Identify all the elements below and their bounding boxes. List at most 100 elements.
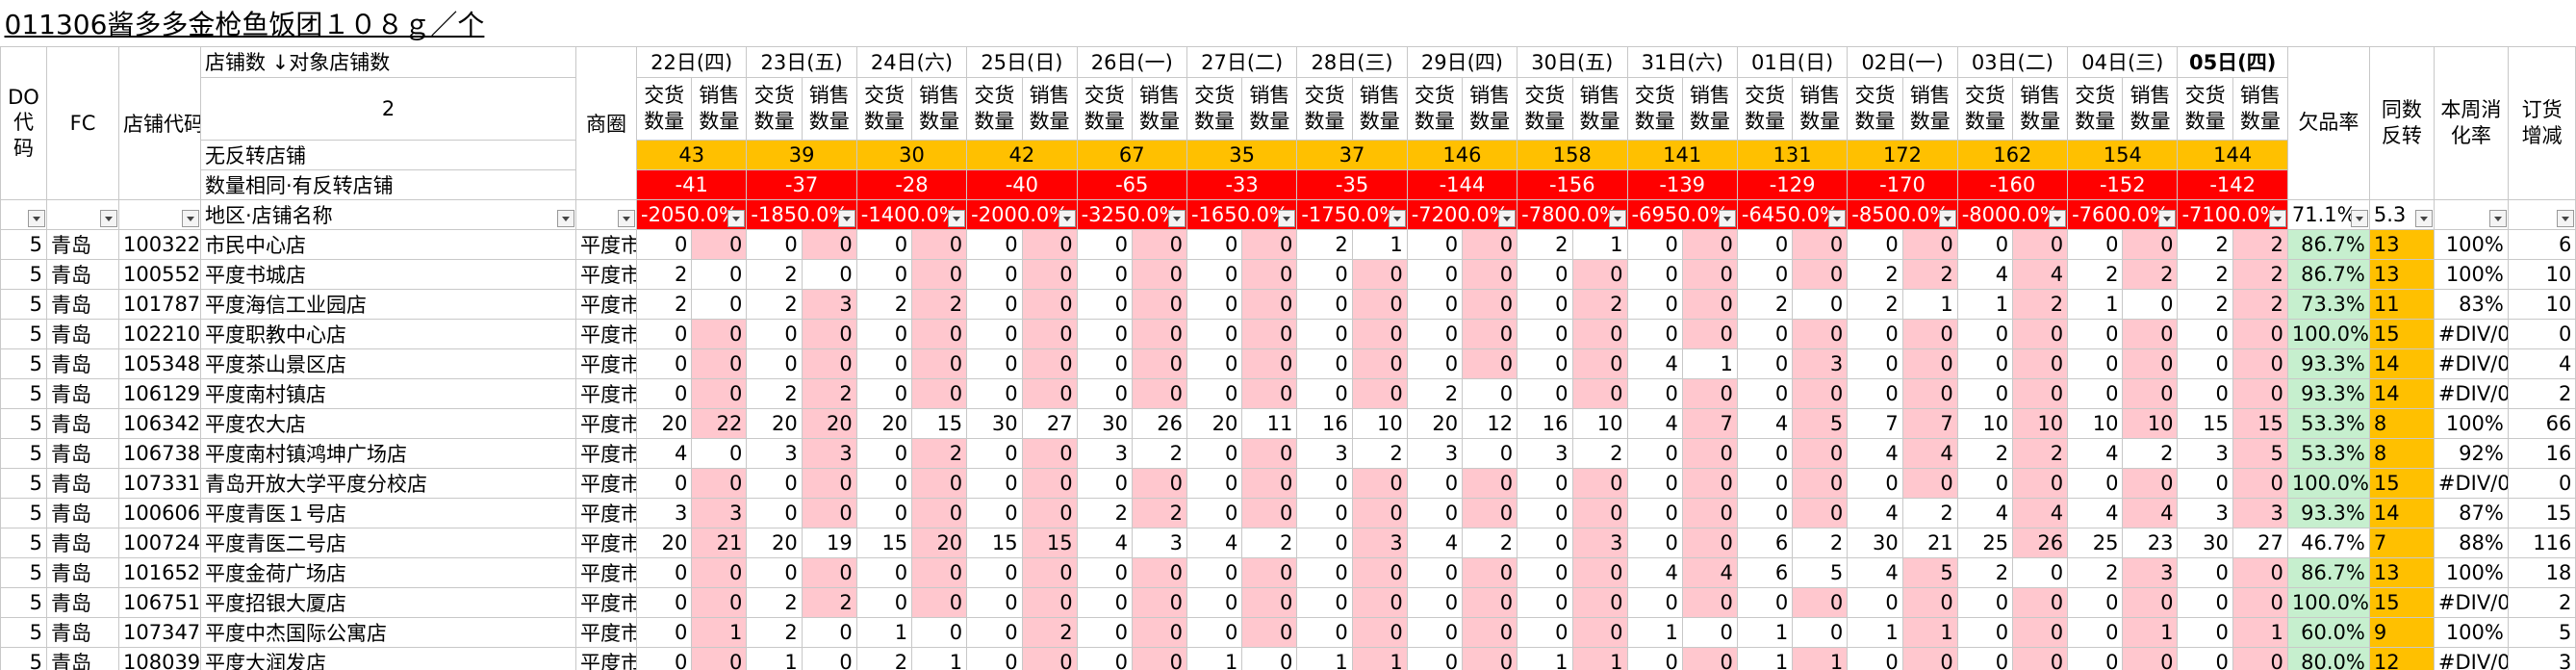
filter-button[interactable] <box>1498 209 1517 227</box>
filter-button[interactable] <box>2414 209 2433 227</box>
sales-qty: 2 <box>1571 437 1628 469</box>
filter-button[interactable] <box>1278 209 1296 227</box>
delivery-qty-text: 2 <box>1774 292 1789 316</box>
sales-qty: 2 <box>911 288 968 320</box>
sub-header: 交货数量 <box>635 76 693 141</box>
sales-qty-text: 1 <box>1829 650 1844 670</box>
delivery-qty: 3 <box>1406 437 1464 469</box>
sales-qty: 0 <box>1571 556 1628 588</box>
delivery-qty: 0 <box>1847 467 1903 499</box>
same-reverse-text: 14 <box>2373 351 2400 375</box>
delivery-qty-text: 0 <box>1665 292 1678 316</box>
sales-qty-text: 0 <box>1720 292 1733 316</box>
sales-qty-text: 0 <box>1829 441 1844 465</box>
filter-button[interactable] <box>182 209 199 227</box>
district: 平度市 <box>575 616 637 648</box>
fc: 青岛 <box>46 646 119 670</box>
sub-header-text: 交货数量 <box>753 84 795 133</box>
shortage-rate: 46.7% <box>2286 527 2370 558</box>
filter-button[interactable] <box>618 209 635 227</box>
fc-text: 青岛 <box>51 322 91 347</box>
delivery-qty: 2 <box>746 616 803 648</box>
delivery-qty-text: 0 <box>2215 620 2229 644</box>
sales-qty-text: 0 <box>1499 232 1514 256</box>
do-code-text: 5 <box>29 530 42 554</box>
delivery-qty-text: 0 <box>2105 232 2119 256</box>
sales-qty-text: 0 <box>1499 620 1514 644</box>
sales-qty-text: 0 <box>1610 351 1623 375</box>
sales-qty: 0 <box>2012 348 2069 379</box>
filter-button[interactable] <box>1167 209 1186 227</box>
filter-button[interactable] <box>2158 209 2177 227</box>
delivery-qty: 2 <box>1076 497 1133 528</box>
sales-qty: 2 <box>1131 437 1187 469</box>
sales-qty-text: 0 <box>1390 381 1403 405</box>
sales-qty: 26 <box>2012 527 2069 558</box>
store-row: 5 青岛 100606 平度青医１号店 平度市 3 3 0 0 0 0 0 0 2 2 0 0 0 0 0 0 0 0 0 0 0… <box>0 497 2576 528</box>
store-code: 105348 <box>118 348 201 379</box>
sales-qty: 0 <box>1021 348 1078 379</box>
delivery-qty-text: 0 <box>1995 650 2009 670</box>
sales-qty: 0 <box>1901 318 1958 349</box>
summary-value-text: 39 <box>788 142 815 167</box>
sales-qty: 0 <box>1021 556 1078 588</box>
store-code-text: 108039 <box>123 650 201 670</box>
sell-through: #DIV/0! <box>2433 646 2509 670</box>
col-header-text: 店铺代码 <box>123 112 201 136</box>
filter-button[interactable] <box>837 209 855 227</box>
sales-qty: 0 <box>1681 377 1738 409</box>
sales-qty-text: 15 <box>2257 411 2283 435</box>
filter-button[interactable] <box>1608 209 1626 227</box>
sales-qty-text: 0 <box>1390 262 1403 286</box>
sales-qty: 0 <box>1462 348 1518 379</box>
sales-qty-text: 0 <box>1610 471 1623 495</box>
same-reverse: 9 <box>2368 616 2435 648</box>
delivery-qty-text: 0 <box>675 322 688 346</box>
filter-button[interactable] <box>727 209 746 227</box>
shortage-rate-text: 80.0% <box>2301 650 2365 670</box>
date-header-text: 05日(四) <box>2188 51 2277 74</box>
delivery-qty-text: 2 <box>1555 232 1569 256</box>
same-reverse-text: 14 <box>2373 501 2400 525</box>
filter-button[interactable] <box>1718 209 1736 227</box>
delivery-qty: 0 <box>746 556 803 588</box>
delivery-qty-text: 0 <box>1114 560 1128 584</box>
delivery-qty: 0 <box>1186 258 1243 290</box>
do-code: 5 <box>0 586 47 618</box>
filter-button[interactable] <box>2488 209 2507 227</box>
delivery-qty-text: 0 <box>1224 381 1238 405</box>
sales-qty: 10 <box>2122 407 2179 439</box>
store-code-text: 107347 <box>123 620 201 644</box>
sales-qty-text: 0 <box>1169 351 1183 375</box>
filter-button[interactable] <box>2049 209 2067 227</box>
filter-button[interactable] <box>1938 209 1956 227</box>
filter-button[interactable] <box>948 209 966 227</box>
filter-button[interactable] <box>1828 209 1847 227</box>
delivery-qty-text: 0 <box>1005 501 1018 525</box>
sales-qty-text: 0 <box>1829 590 1844 614</box>
do-code: 5 <box>0 228 47 260</box>
sales-qty-text: 0 <box>729 590 743 614</box>
sales-qty-text: 0 <box>1279 620 1293 644</box>
shortage-rate-text: 100.0% <box>2291 590 2369 614</box>
date-header-text: 26日(一) <box>1090 51 1173 74</box>
sales-qty-text: 0 <box>1169 232 1183 256</box>
filter-button[interactable] <box>100 209 117 227</box>
filter-button[interactable] <box>2268 209 2286 227</box>
shortage-rate-text: 86.7% <box>2301 232 2365 256</box>
summary-value: -139 <box>1626 168 1738 200</box>
filter-button[interactable] <box>1388 209 1406 227</box>
filter-button[interactable] <box>1058 209 1076 227</box>
filter-button[interactable] <box>28 209 45 227</box>
delivery-qty-text: 7 <box>1885 411 1899 435</box>
delivery-qty: 0 <box>966 646 1023 670</box>
filter-button[interactable] <box>557 209 574 227</box>
delivery-qty-text: 0 <box>1555 560 1569 584</box>
sub-header-text: 交货数量 <box>1745 84 1786 133</box>
delivery-qty-text: 2 <box>894 292 908 316</box>
delivery-qty: 0 <box>1736 467 1794 499</box>
filter-button[interactable] <box>2557 209 2575 227</box>
delivery-qty-text: 0 <box>2105 381 2119 405</box>
sub-header: 交货数量 <box>2067 76 2124 141</box>
filter-button[interactable] <box>2350 209 2368 227</box>
